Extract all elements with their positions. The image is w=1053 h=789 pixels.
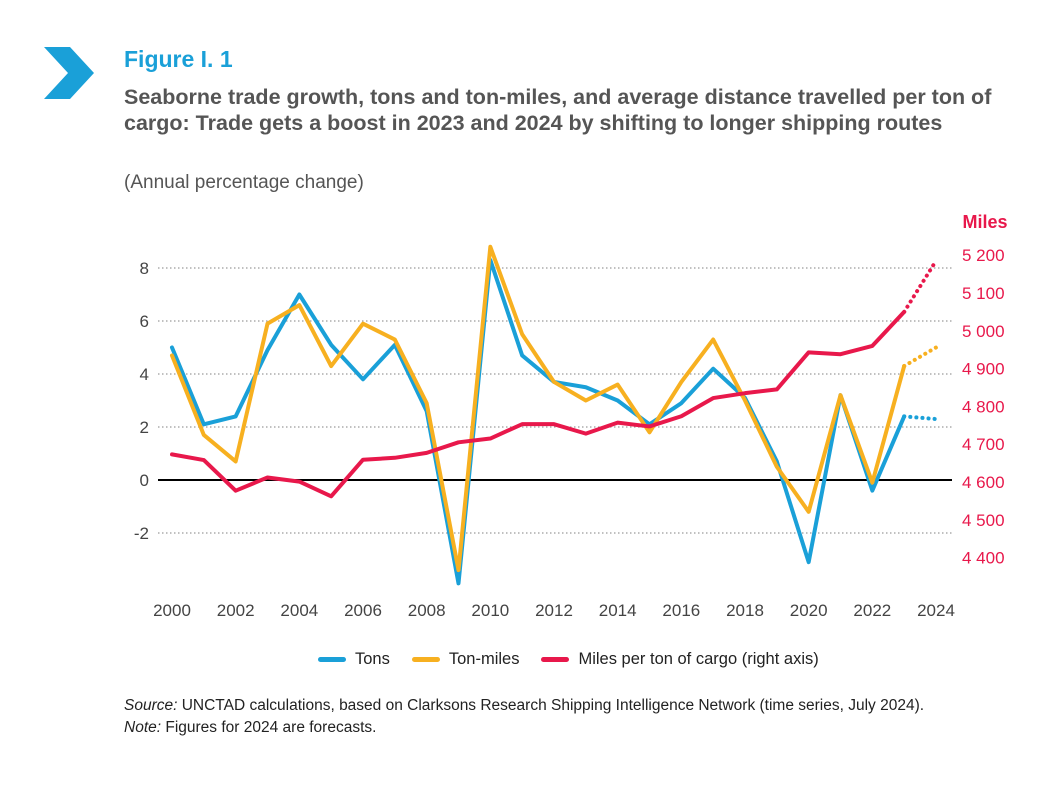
x-tick-label: 2002 [217, 601, 255, 620]
y-right-axis-title: Miles [962, 212, 1007, 232]
legend-swatch-ton-miles [411, 657, 440, 662]
x-tick-label: 2022 [853, 601, 891, 620]
series-line-tons [170, 258, 907, 586]
legend-label-miles: Miles per ton of cargo (right axis) [578, 650, 819, 668]
x-tick-label: 2014 [599, 601, 637, 620]
y-right-tick-label: 5 000 [962, 322, 1005, 341]
y-left-tick-label: 8 [140, 259, 149, 278]
series-line-ton-miles [170, 244, 907, 573]
y-right-tick-label: 4 600 [962, 473, 1005, 492]
source-text: UNCTAD calculations, based on Clarksons … [177, 697, 925, 714]
legend-item-miles: Miles per ton of cargo (right axis) [541, 650, 819, 669]
x-tick-label: 2010 [471, 601, 509, 620]
figure-title: Seaborne trade growth, tons and ton-mile… [124, 85, 992, 135]
source-label: Source: [124, 697, 178, 714]
y-right-tick-label: 5 100 [962, 284, 1005, 303]
figure-subtitle: (Annual percentage change) [124, 172, 364, 193]
x-tick-label: 2024 [917, 601, 955, 620]
chevron-icon [44, 47, 94, 99]
x-tick-label: 2020 [790, 601, 828, 620]
note-text: Figures for 2024 are forecasts. [161, 719, 377, 736]
series-line-miles-per-ton-of-cargo-right-axis [170, 309, 907, 499]
x-tick-label: 2008 [408, 601, 446, 620]
y-right-tick-label: 5 200 [962, 246, 1005, 265]
x-tick-label: 2016 [662, 601, 700, 620]
legend-label-ton-miles: Ton-miles [448, 650, 520, 668]
legend-item-tons: Tons [318, 650, 390, 669]
y-right-tick-label: 4 500 [962, 511, 1005, 530]
y-right-tick-label: 4 700 [962, 435, 1005, 454]
y-left-tick-label: 0 [140, 471, 149, 490]
legend-label-tons: Tons [355, 650, 390, 668]
x-tick-label: 2018 [726, 601, 764, 620]
chart-legend: Tons Ton-miles Miles per ton of cargo (r… [318, 650, 819, 669]
y-left-tick-label: -2 [134, 524, 149, 543]
figure-label: Figure I. 1 [124, 46, 233, 72]
y-right-tick-label: 4 900 [962, 360, 1005, 379]
legend-swatch-miles [541, 657, 570, 662]
y-right-tick-label: 4 800 [962, 397, 1005, 416]
note-line: Note: Figures for 2024 are forecasts. [124, 717, 954, 739]
series-forecast-miles-per-ton-of-cargo-right-axis [902, 258, 938, 314]
y-left-tick-label: 6 [140, 312, 149, 331]
legend-item-ton-miles: Ton-miles [411, 650, 520, 669]
x-tick-label: 2012 [535, 601, 573, 620]
series-forecast-tons [902, 414, 938, 422]
source-line: Source: UNCTAD calculations, based on Cl… [124, 695, 954, 717]
note-label: Note: [124, 719, 162, 736]
y-left-tick-label: 2 [140, 418, 149, 437]
x-tick-label: 2000 [153, 601, 191, 620]
footer: Source: UNCTAD calculations, based on Cl… [124, 695, 954, 739]
legend-swatch-tons [318, 657, 346, 662]
y-left-tick-label: 4 [140, 365, 149, 384]
y-right-tick-label: 4 400 [962, 549, 1005, 568]
x-tick-label: 2004 [280, 601, 318, 620]
x-tick-label: 2006 [344, 601, 382, 620]
series-forecast-ton-miles [902, 345, 938, 369]
